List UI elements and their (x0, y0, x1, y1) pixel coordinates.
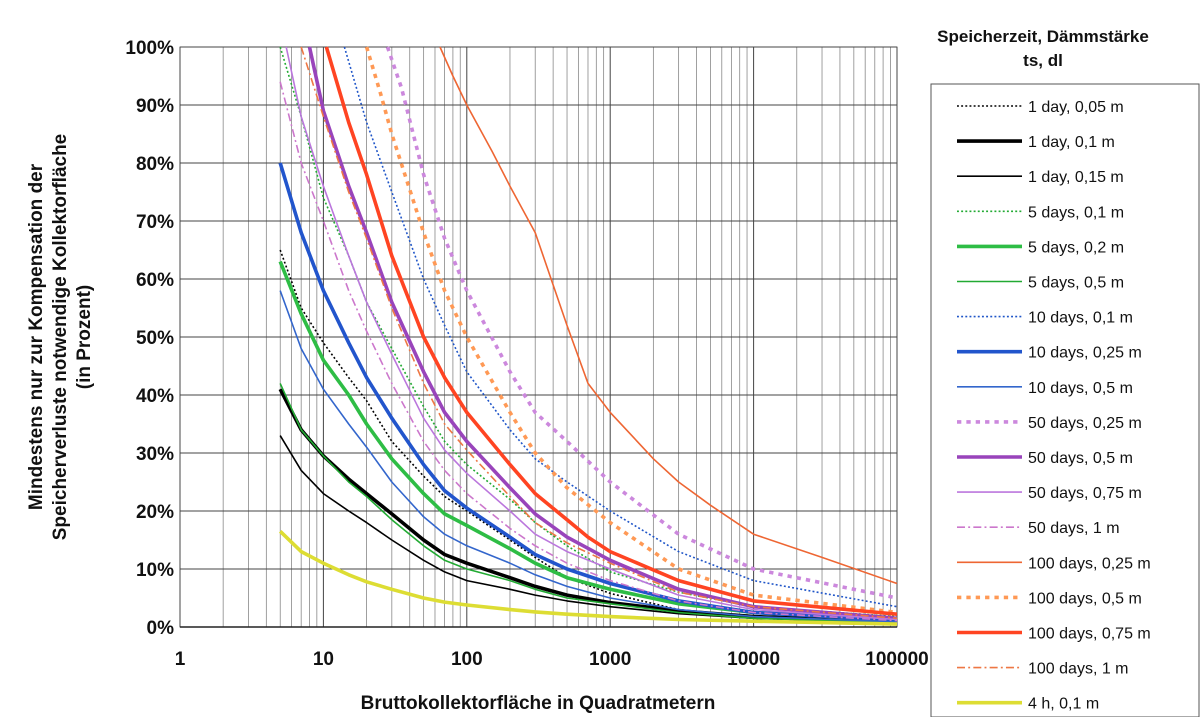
series-line-8 (278, 162, 898, 622)
y-tick-label: 30% (136, 444, 174, 465)
x-tick-label: 100 (451, 649, 483, 670)
legend-label: 50 days, 0,75 m (1028, 485, 1142, 502)
series-line-13 (279, 81, 898, 622)
y-tick-label: 70% (136, 212, 174, 233)
y-tick-label: 10% (136, 560, 174, 581)
y-axis-label: Mindestens nur zur Kompensation der Spei… (26, 134, 95, 541)
series-line-1 (279, 249, 898, 624)
legend-label: 50 days, 0,5 m (1028, 450, 1133, 467)
legend-label: 100 days, 0,25 m (1028, 555, 1151, 572)
series-line-9 (279, 290, 898, 623)
series-line-15 (364, 46, 898, 615)
legend-label: 50 days, 0,25 m (1028, 415, 1142, 432)
y-tick-label: 60% (136, 270, 174, 291)
series-layer (278, 46, 898, 626)
series-line-11 (307, 46, 898, 621)
legend-box (930, 83, 1200, 717)
legend-label: 100 days, 1 m (1028, 661, 1129, 678)
series-line-3 (279, 435, 898, 624)
y-tick-label: 0% (147, 618, 175, 639)
series-line-5 (278, 260, 898, 622)
grid (179, 46, 898, 628)
y-tick-label: 20% (136, 502, 174, 523)
legend-label: 1 day, 0,1 m (1028, 134, 1115, 151)
legend-title-line-1: Speicherzeit, Dämmstärke (937, 27, 1149, 46)
legend-label: 5 days, 0,1 m (1028, 204, 1124, 221)
y-tick-labels: 0% 10% 20% 30% 40% 50% 60% 70% 80% 90% 100% (125, 38, 174, 639)
y-tick-label: 50% (136, 328, 174, 349)
legend-label: 10 days, 0,5 m (1028, 380, 1133, 397)
series-line-4 (279, 46, 898, 618)
y-axis-label-line-2: Speicherverluste notwendige Kollektorflä… (50, 134, 71, 541)
x-tick-label: 10000 (727, 649, 780, 670)
legend-label: 50 days, 1 m (1028, 520, 1120, 537)
legend-title-line-2: ts, dl (1023, 51, 1063, 70)
legend-label: 100 days, 0,75 m (1028, 626, 1151, 643)
legend-label: 100 days, 0,5 m (1028, 590, 1142, 607)
x-axis-label: Bruttokollektorfläche in Quadratmetern (361, 693, 716, 714)
legend-label: 5 days, 0,5 m (1028, 275, 1124, 292)
series-line-18 (278, 530, 898, 626)
x-tick-labels: 1 10 100 1000 10000 100000 (175, 649, 929, 670)
x-tick-label: 1 (175, 649, 186, 670)
y-tick-label: 90% (136, 96, 174, 117)
legend-items: 1 day, 0,05 m 1 day, 0,1 m 1 day, 0,15 m 5 … (957, 99, 1151, 713)
series-line-14 (439, 46, 898, 585)
legend-label: 4 h, 0,1 m (1028, 696, 1099, 713)
legend-label: 1 day, 0,15 m (1028, 169, 1124, 186)
y-axis-label-line-3: (in Prozent) (74, 285, 95, 390)
y-tick-label: 80% (136, 154, 174, 175)
legend-label: 5 days, 0,2 m (1028, 239, 1124, 256)
x-tick-label: 1000 (589, 649, 631, 670)
series-line-16 (324, 46, 898, 616)
x-tick-label: 100000 (865, 649, 928, 670)
series-line-2 (278, 388, 898, 623)
y-axis-label-line-1: Mindestens nur zur Kompensation der (26, 163, 47, 510)
x-tick-label: 10 (313, 649, 334, 670)
legend-label: 1 day, 0,05 m (1028, 99, 1124, 116)
legend-label: 10 days, 0,25 m (1028, 345, 1142, 362)
legend-label: 10 days, 0,1 m (1028, 310, 1133, 327)
series-line-12 (285, 46, 898, 621)
y-tick-label: 40% (136, 386, 174, 407)
series-line-7 (343, 46, 898, 608)
series-line-6 (279, 383, 898, 624)
series-line-17 (300, 46, 898, 620)
y-tick-label: 100% (125, 38, 174, 59)
